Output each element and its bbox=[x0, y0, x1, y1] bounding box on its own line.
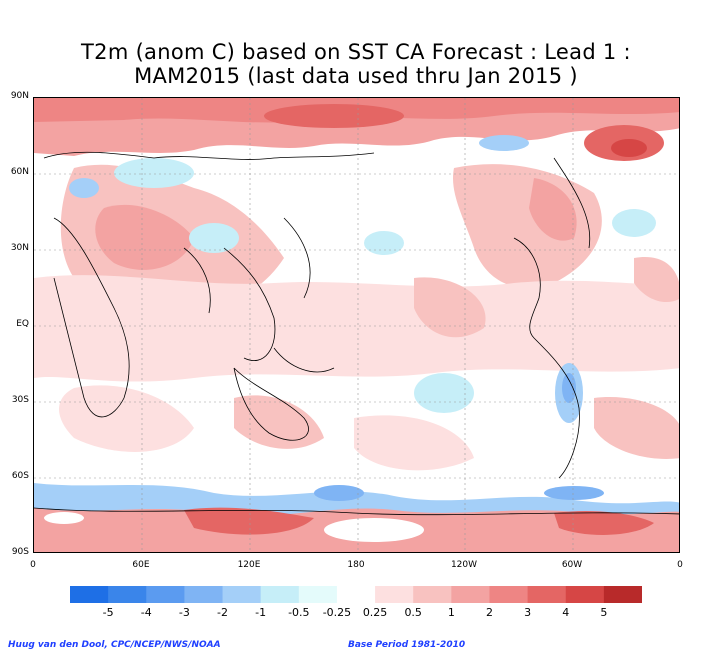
map-title-line1: T2m (anom C) based on SST CA Forecast : … bbox=[81, 40, 631, 64]
colorbar-label: -4 bbox=[140, 606, 152, 619]
colorbar-swatch bbox=[222, 586, 262, 603]
lon-label: 180 bbox=[347, 560, 365, 570]
lon-label: 0 bbox=[677, 560, 683, 570]
colorbar-swatch bbox=[413, 586, 452, 603]
lat-label: EQ bbox=[16, 319, 29, 329]
lon-label: 60W bbox=[561, 560, 583, 570]
lon-label: 0 bbox=[30, 560, 36, 570]
lat-label: 30S bbox=[11, 395, 29, 405]
colorbar-swatch bbox=[146, 586, 185, 603]
credit-base-period: Base Period 1981-2010 bbox=[348, 640, 466, 650]
colorbar-label: -0.5 bbox=[288, 606, 310, 619]
colorbar-swatch bbox=[336, 586, 376, 603]
colorbar-swatch bbox=[260, 586, 300, 603]
colorbar-swatch bbox=[451, 586, 490, 603]
colorbar-label: 0.5 bbox=[404, 606, 422, 619]
lat-label: 90S bbox=[11, 547, 29, 557]
lat-label: 30N bbox=[10, 243, 29, 253]
colorbar-label: 2 bbox=[485, 606, 493, 619]
colorbar-swatch bbox=[565, 586, 605, 603]
lat-label: 90N bbox=[10, 91, 29, 101]
colorbar-swatch bbox=[184, 586, 224, 603]
anomaly-map bbox=[33, 97, 680, 553]
lat-label: 60N bbox=[10, 167, 29, 177]
colorbar-swatch bbox=[489, 586, 529, 603]
colorbar-label: 0.25 bbox=[362, 606, 388, 619]
colorbar-label: -5 bbox=[102, 606, 114, 619]
colorbar-swatch bbox=[375, 586, 414, 603]
colorbar-swatch bbox=[527, 586, 567, 603]
map-svg bbox=[34, 98, 679, 552]
lon-label: 120W bbox=[450, 560, 478, 570]
colorbar-swatch bbox=[70, 586, 109, 603]
colorbar-label: 3 bbox=[524, 606, 532, 619]
colorbar bbox=[70, 586, 642, 603]
lat-label: 60S bbox=[11, 471, 29, 481]
colorbar-label: -1 bbox=[255, 606, 267, 619]
colorbar-label: -2 bbox=[217, 606, 229, 619]
colorbar-label: -3 bbox=[178, 606, 190, 619]
credit-author: Huug van den Dool, CPC/NCEP/NWS/NOAA bbox=[8, 640, 221, 650]
lon-label: 60E bbox=[132, 560, 150, 570]
colorbar-swatch bbox=[108, 586, 147, 603]
colorbar-label: 4 bbox=[562, 606, 570, 619]
colorbar-swatch bbox=[603, 586, 642, 603]
lon-label: 120E bbox=[237, 560, 261, 570]
colorbar-label: -0.25 bbox=[322, 606, 352, 619]
colorbar-swatch bbox=[298, 586, 338, 603]
colorbar-label: 1 bbox=[447, 606, 455, 619]
map-title-line2: MAM2015 (last data used thru Jan 2015 ) bbox=[134, 64, 578, 88]
colorbar-label: 5 bbox=[600, 606, 608, 619]
